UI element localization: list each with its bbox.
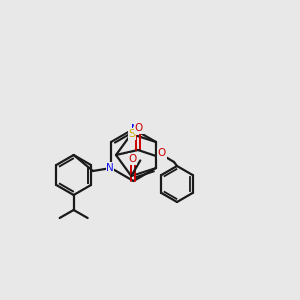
Text: O: O <box>158 148 166 158</box>
Text: S: S <box>129 129 136 139</box>
Text: N: N <box>130 124 138 134</box>
Text: O: O <box>135 123 143 133</box>
Text: O: O <box>128 154 136 164</box>
Text: N: N <box>106 163 114 173</box>
